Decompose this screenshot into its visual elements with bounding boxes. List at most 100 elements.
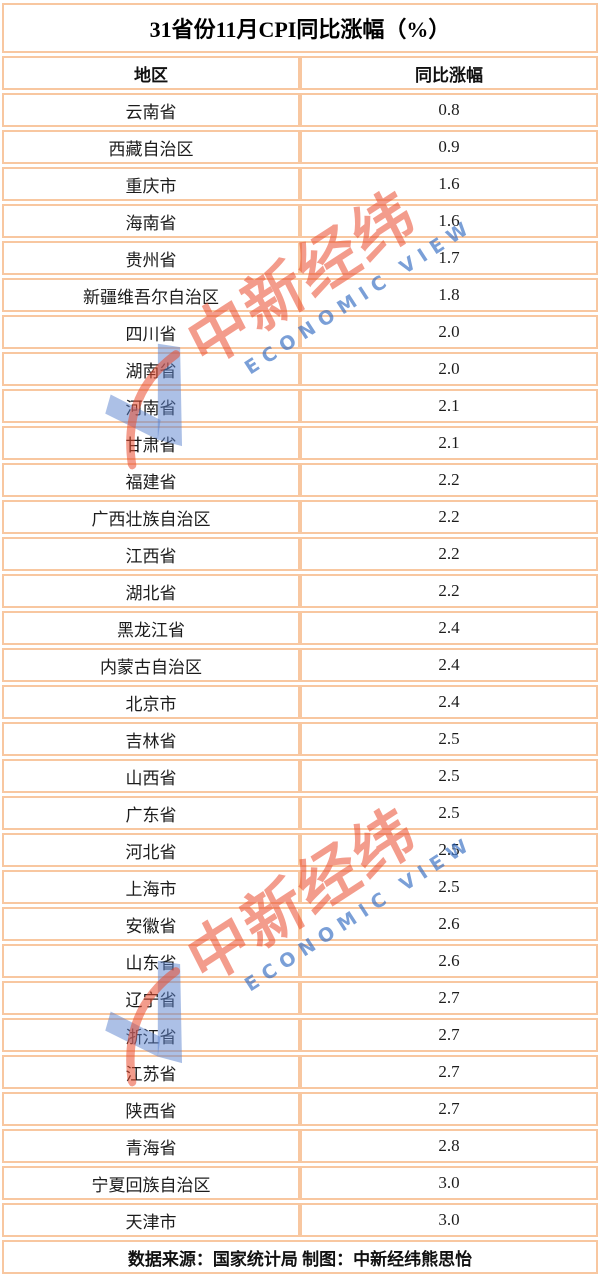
region-cell: 山西省 (2, 759, 300, 793)
region-cell: 西藏自治区 (2, 130, 300, 164)
region-cell: 新疆维吾尔自治区 (2, 278, 300, 312)
region-cell: 重庆市 (2, 167, 300, 201)
region-cell: 上海市 (2, 870, 300, 904)
value-cell: 2.1 (300, 426, 598, 460)
region-cell: 辽宁省 (2, 981, 300, 1015)
footer-row: 数据来源：国家统计局 制图：中新经纬熊思怡 (2, 1240, 598, 1274)
region-cell: 甘肃省 (2, 426, 300, 460)
value-cell: 1.6 (300, 167, 598, 201)
value-cell: 2.5 (300, 796, 598, 830)
value-cell: 2.2 (300, 463, 598, 497)
value-cell: 2.0 (300, 352, 598, 386)
region-cell: 广东省 (2, 796, 300, 830)
value-cell: 2.7 (300, 981, 598, 1015)
page-title: 31省份11月CPI同比涨幅（%） (2, 3, 598, 53)
table-row: 内蒙古自治区 2.4 (2, 648, 598, 682)
region-cell: 云南省 (2, 93, 300, 127)
value-cell: 2.4 (300, 611, 598, 645)
table-row: 广东省 2.5 (2, 796, 598, 830)
value-cell: 2.1 (300, 389, 598, 423)
value-cell: 2.7 (300, 1092, 598, 1126)
table-row: 福建省 2.2 (2, 463, 598, 497)
region-cell: 江西省 (2, 537, 300, 571)
table-row: 贵州省 1.7 (2, 241, 598, 275)
region-cell: 吉林省 (2, 722, 300, 756)
value-cell: 2.6 (300, 907, 598, 941)
column-header-region: 地区 (2, 56, 300, 90)
region-cell: 贵州省 (2, 241, 300, 275)
region-cell: 山东省 (2, 944, 300, 978)
table-row: 天津市 3.0 (2, 1203, 598, 1237)
value-cell: 1.6 (300, 204, 598, 238)
table-row: 山东省 2.6 (2, 944, 598, 978)
region-cell: 安徽省 (2, 907, 300, 941)
table-row: 辽宁省 2.7 (2, 981, 598, 1015)
region-cell: 湖北省 (2, 574, 300, 608)
region-cell: 四川省 (2, 315, 300, 349)
region-cell: 宁夏回族自治区 (2, 1166, 300, 1200)
table-row: 宁夏回族自治区 3.0 (2, 1166, 598, 1200)
value-cell: 2.2 (300, 537, 598, 571)
value-cell: 2.0 (300, 315, 598, 349)
table-row: 新疆维吾尔自治区 1.8 (2, 278, 598, 312)
table-row: 上海市 2.5 (2, 870, 598, 904)
table-row: 重庆市 1.6 (2, 167, 598, 201)
value-cell: 0.9 (300, 130, 598, 164)
table-row: 云南省 0.8 (2, 93, 598, 127)
table-row: 河南省 2.1 (2, 389, 598, 423)
table-row: 河北省 2.5 (2, 833, 598, 867)
value-cell: 0.8 (300, 93, 598, 127)
region-cell: 浙江省 (2, 1018, 300, 1052)
source-note: 数据来源：国家统计局 制图：中新经纬熊思怡 (2, 1240, 598, 1274)
table-row: 江西省 2.2 (2, 537, 598, 571)
table-row: 北京市 2.4 (2, 685, 598, 719)
region-cell: 湖南省 (2, 352, 300, 386)
table-rows: 云南省 0.8 西藏自治区 0.9 重庆市 1.6 海南省 1.6 贵州省 1.7 新疆维吾尔自治区… (2, 93, 598, 1237)
value-cell: 3.0 (300, 1203, 598, 1237)
value-cell: 2.8 (300, 1129, 598, 1163)
value-cell: 2.5 (300, 759, 598, 793)
value-cell: 1.8 (300, 278, 598, 312)
value-cell: 2.4 (300, 648, 598, 682)
column-header-value: 同比涨幅 (300, 56, 598, 90)
value-cell: 2.7 (300, 1055, 598, 1089)
region-cell: 河北省 (2, 833, 300, 867)
region-cell: 福建省 (2, 463, 300, 497)
value-cell: 2.2 (300, 574, 598, 608)
table-row: 甘肃省 2.1 (2, 426, 598, 460)
table-row: 浙江省 2.7 (2, 1018, 598, 1052)
region-cell: 天津市 (2, 1203, 300, 1237)
value-cell: 2.2 (300, 500, 598, 534)
table-row: 吉林省 2.5 (2, 722, 598, 756)
table-row: 四川省 2.0 (2, 315, 598, 349)
table-row: 海南省 1.6 (2, 204, 598, 238)
region-cell: 青海省 (2, 1129, 300, 1163)
region-cell: 河南省 (2, 389, 300, 423)
value-cell: 2.5 (300, 722, 598, 756)
region-cell: 北京市 (2, 685, 300, 719)
table-row: 青海省 2.8 (2, 1129, 598, 1163)
region-cell: 黑龙江省 (2, 611, 300, 645)
value-cell: 2.5 (300, 833, 598, 867)
table-row: 安徽省 2.6 (2, 907, 598, 941)
region-cell: 海南省 (2, 204, 300, 238)
region-cell: 内蒙古自治区 (2, 648, 300, 682)
header-row: 地区 同比涨幅 (2, 56, 598, 90)
table-row: 西藏自治区 0.9 (2, 130, 598, 164)
table-row: 江苏省 2.7 (2, 1055, 598, 1089)
value-cell: 2.5 (300, 870, 598, 904)
title-row: 31省份11月CPI同比涨幅（%） (2, 3, 598, 53)
value-cell: 1.7 (300, 241, 598, 275)
table-row: 广西壮族自治区 2.2 (2, 500, 598, 534)
region-cell: 广西壮族自治区 (2, 500, 300, 534)
table-row: 黑龙江省 2.4 (2, 611, 598, 645)
value-cell: 3.0 (300, 1166, 598, 1200)
value-cell: 2.6 (300, 944, 598, 978)
region-cell: 江苏省 (2, 1055, 300, 1089)
table-row: 湖南省 2.0 (2, 352, 598, 386)
table-row: 山西省 2.5 (2, 759, 598, 793)
region-cell: 陕西省 (2, 1092, 300, 1126)
value-cell: 2.4 (300, 685, 598, 719)
table-row: 陕西省 2.7 (2, 1092, 598, 1126)
